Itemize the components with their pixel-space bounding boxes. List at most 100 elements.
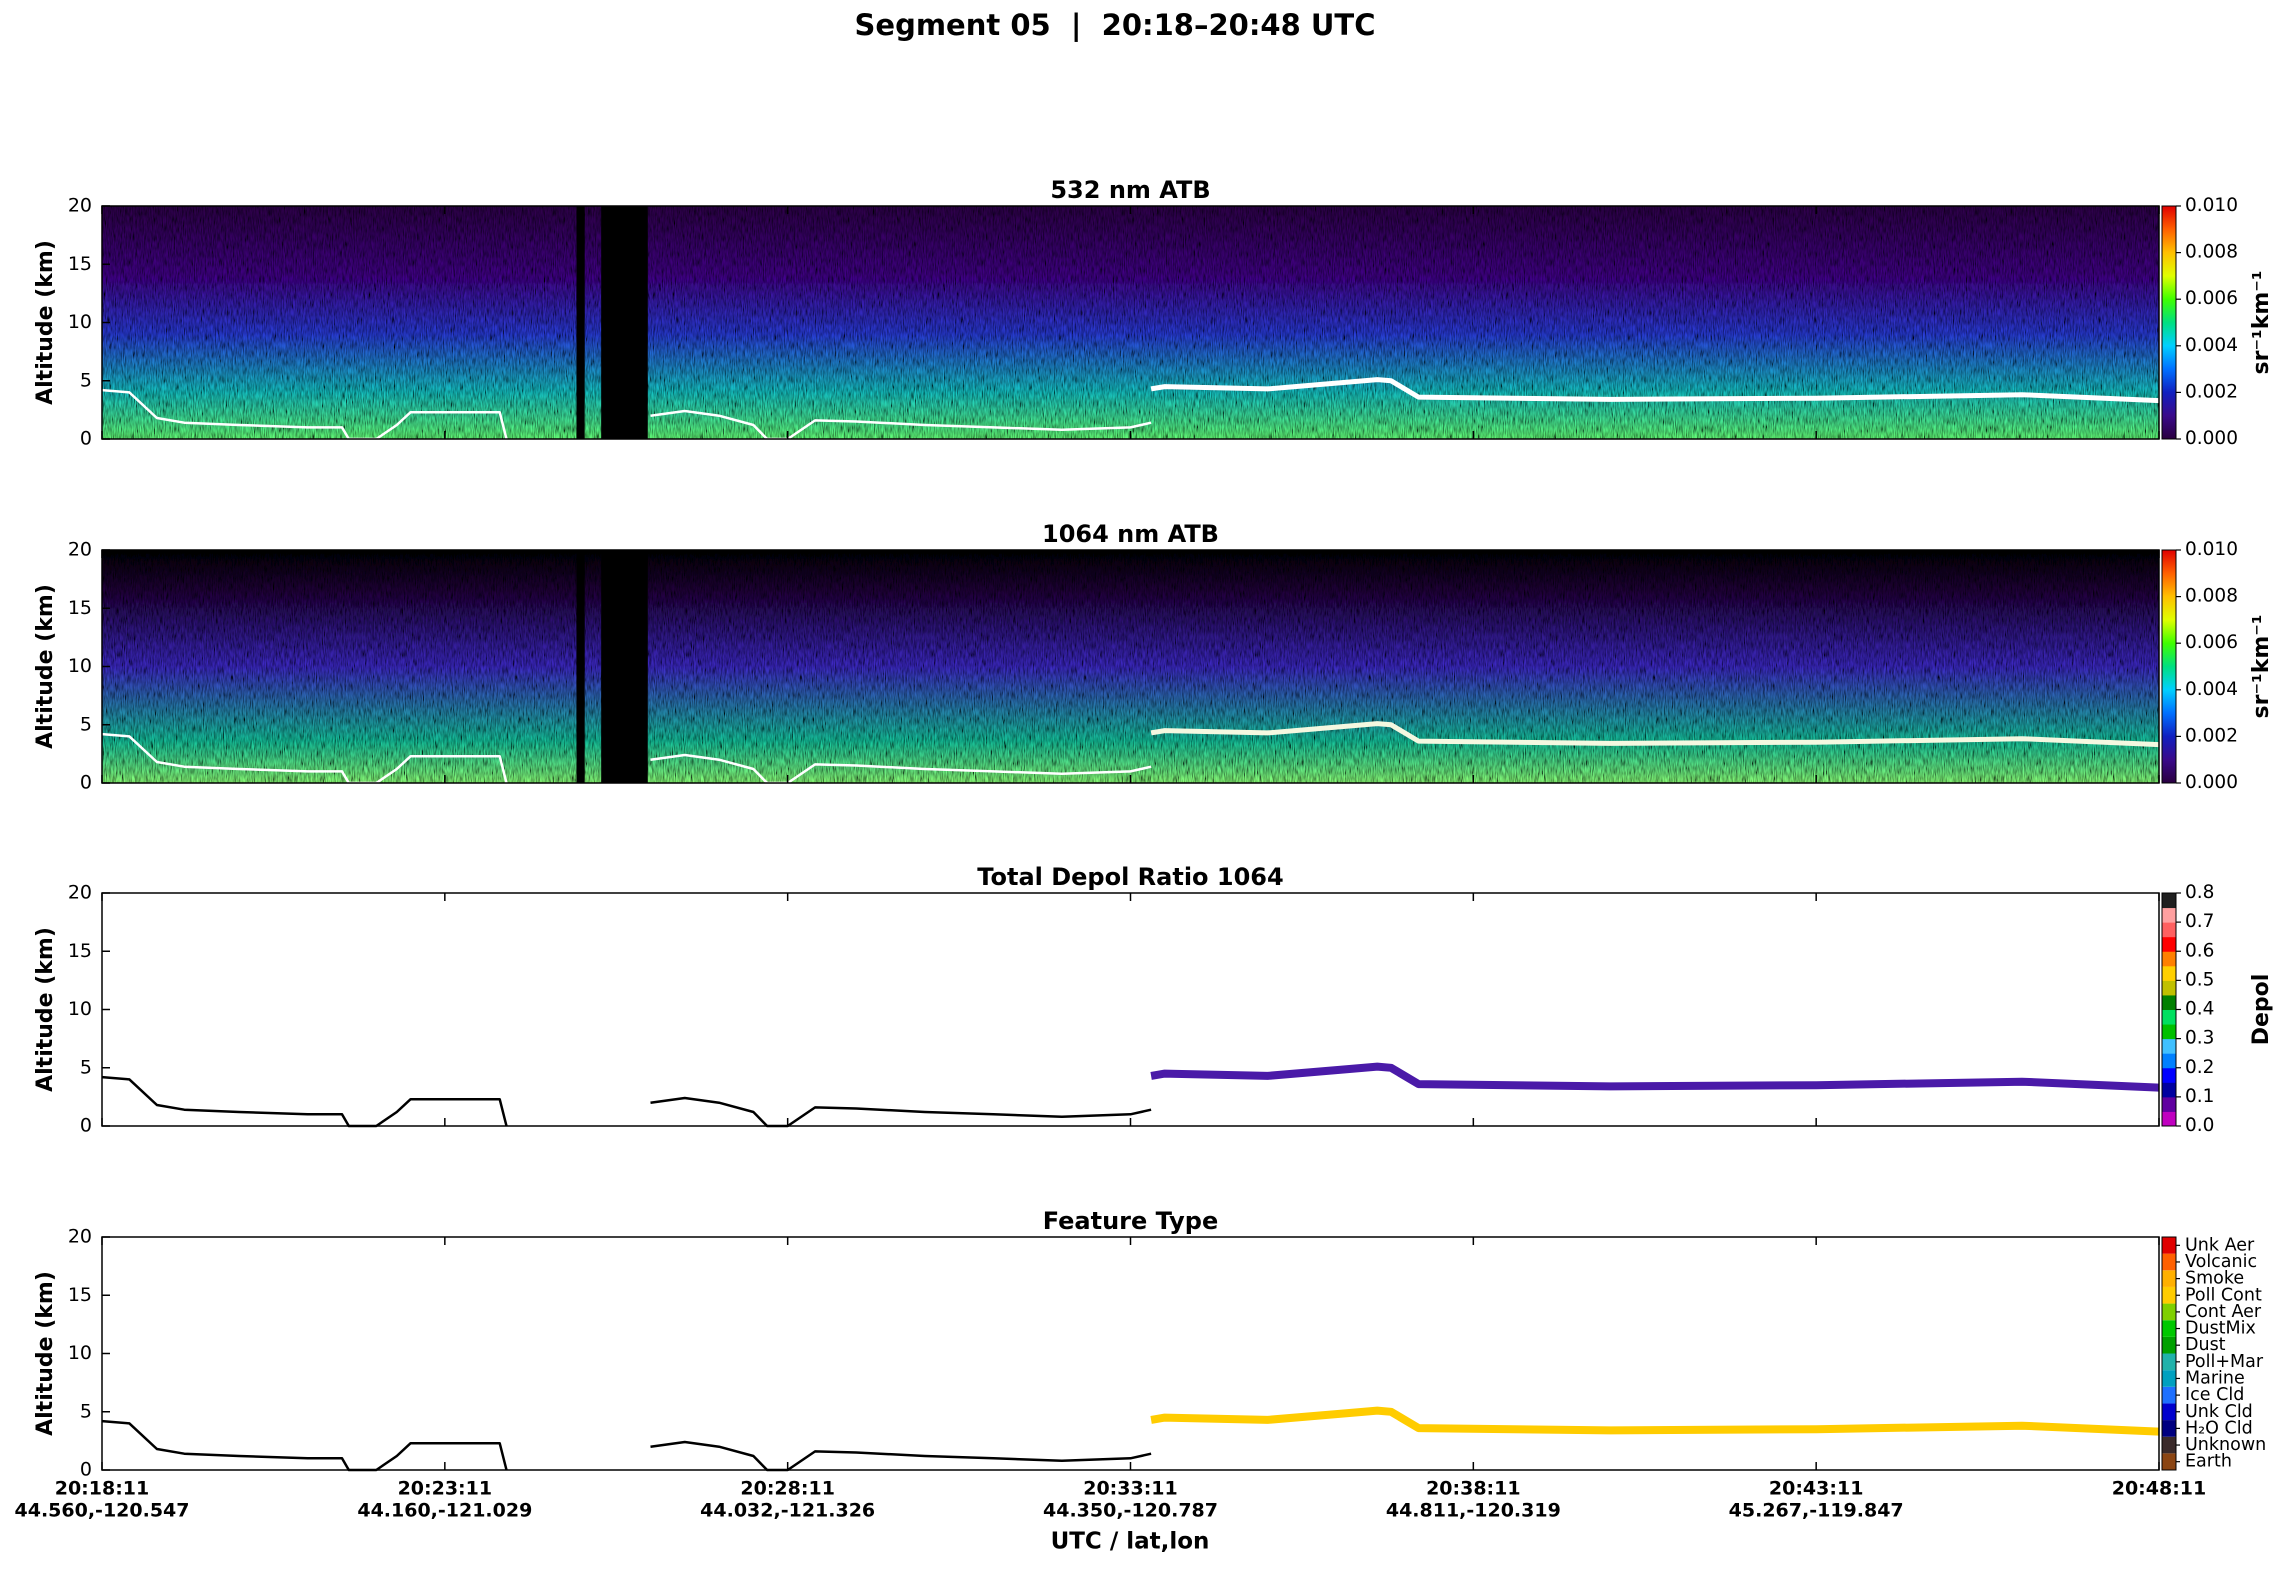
class-label: DustMix (2185, 1319, 2256, 1339)
colorbar-bin (2162, 922, 2176, 938)
class-label: Unknown (2185, 1435, 2266, 1455)
colorbar-tick-label: 0.3 (2185, 1028, 2214, 1049)
colorbar-tick-label: 0.2 (2185, 1057, 2214, 1078)
y-tick-label: 20 (68, 1226, 92, 1248)
y-tick-label: 10 (68, 1342, 92, 1364)
x-tick-label: 20:33:11 (1083, 1478, 1178, 1500)
y-tick-label: 5 (80, 713, 92, 735)
colorbar-bin (2162, 1053, 2176, 1069)
surface-line (101, 1419, 1152, 1472)
colorbar-label: Depol (2249, 974, 2274, 1046)
panel-title: 1064 nm ATB (1042, 520, 1219, 548)
y-axis-label: Altitude (km) (33, 1271, 58, 1436)
x-tick-latlon: 44.160,-121.029 (357, 1500, 532, 1522)
y-tick-label: 15 (68, 597, 92, 619)
y-tick-label: 10 (68, 655, 92, 677)
class-swatch (2162, 1353, 2176, 1371)
colorbar-tick-label: 0.004 (2185, 679, 2238, 700)
colorbar-frame (2161, 892, 2177, 1127)
colorbar-frame (2161, 1236, 2177, 1471)
class-swatch (2162, 1420, 2176, 1437)
class-swatch (2162, 1270, 2176, 1287)
class-swatch (2162, 1253, 2176, 1271)
panel-title: Total Depol Ratio 1064 (977, 863, 1283, 891)
surface-line (101, 1075, 1152, 1128)
x-tick-label: 20:48:11 (2112, 1478, 2207, 1500)
colorbar-bin (2162, 907, 2176, 923)
colorbar-bin (2162, 1111, 2176, 1127)
colorbar-tick-label: 0.010 (2185, 195, 2238, 216)
colorbar (2162, 206, 2176, 439)
class-swatch (2162, 1436, 2176, 1454)
plot-background (102, 893, 2159, 1126)
y-tick-label: 0 (80, 1459, 92, 1481)
panel-title: 532 nm ATB (1050, 176, 1210, 204)
class-label: Earth (2185, 1452, 2232, 1472)
y-axis-label: Altitude (km) (33, 927, 58, 1092)
class-swatch (2162, 1336, 2176, 1354)
class-swatch (2162, 1320, 2176, 1337)
x-tick-latlon: 44.032,-121.326 (700, 1500, 875, 1522)
no-data-gap (576, 550, 585, 783)
colorbar-tick-label: 0.5 (2185, 969, 2214, 990)
y-tick-label: 15 (68, 940, 92, 962)
colorbar-frame (2161, 549, 2177, 784)
colorbar-tick-label: 0.008 (2185, 586, 2238, 607)
y-tick-label: 0 (80, 1115, 92, 1137)
colorbar-label: sr⁻¹km⁻¹ (2249, 271, 2274, 375)
y-tick-label: 5 (80, 1400, 92, 1422)
y-tick-label: 20 (68, 195, 92, 217)
colorbar-bin (2162, 1024, 2176, 1040)
class-label: Ice Cld (2185, 1385, 2244, 1405)
colorbar-label: sr⁻¹km⁻¹ (2249, 615, 2274, 719)
y-tick-label: 15 (68, 253, 92, 275)
class-swatch (2162, 1403, 2176, 1421)
y-tick-label: 15 (68, 1284, 92, 1306)
class-swatch (2162, 1453, 2176, 1470)
colorbar-tick-label: 0.004 (2185, 335, 2238, 356)
layer-line (1150, 1062, 2160, 1092)
y-tick-label: 20 (68, 539, 92, 561)
x-tick-label: 20:38:11 (1426, 1478, 1521, 1500)
class-label: Dust (2185, 1335, 2226, 1355)
colorbar-tick-label: 0.006 (2185, 288, 2238, 309)
colorbar-tick-label: 0.000 (2185, 772, 2238, 793)
class-swatch (2162, 1286, 2176, 1304)
layer-line (1150, 377, 2160, 404)
class-swatch (2162, 1303, 2176, 1321)
class-label: Unk Aer (2185, 1235, 2255, 1255)
colorbar-tick-label: 0.000 (2185, 428, 2238, 449)
y-axis-label: Altitude (km) (33, 240, 58, 405)
colorbar-tick-label: 0.8 (2185, 882, 2214, 903)
colorbar-bin (2162, 951, 2176, 967)
colorbar-bin (2162, 994, 2176, 1010)
y-tick-label: 0 (80, 772, 92, 794)
no-data-gap (576, 206, 585, 439)
colorbar-tick-label: 0.002 (2185, 381, 2238, 402)
colorbar-bin (2162, 1096, 2176, 1112)
x-tick-latlon: 44.811,-120.319 (1386, 1500, 1561, 1522)
colorbar-tick-label: 0.1 (2185, 1086, 2214, 1107)
surface-line (101, 388, 1152, 441)
x-tick-label: 20:23:11 (398, 1478, 493, 1500)
layer-line (1150, 721, 2160, 748)
colorbar-tick-label: 0.0 (2185, 1115, 2214, 1136)
class-label: Smoke (2185, 1269, 2244, 1289)
class-label: Poll Cont (2185, 1285, 2262, 1305)
y-tick-label: 20 (68, 882, 92, 904)
colorbar (2162, 550, 2176, 783)
no-data-gap (601, 550, 648, 783)
colorbar-tick-label: 0.006 (2185, 632, 2238, 653)
colorbar-tick-label: 0.010 (2185, 539, 2238, 560)
class-label: Poll+Mar (2185, 1352, 2264, 1372)
colorbar-bin (2162, 1082, 2176, 1098)
class-label: Volcanic (2185, 1252, 2257, 1272)
class-swatch (2162, 1370, 2176, 1387)
y-tick-label: 5 (80, 369, 92, 391)
colorbar-tick-label: 0.6 (2185, 940, 2214, 961)
class-swatch (2162, 1237, 2176, 1254)
backscatter-field (102, 206, 2159, 439)
colorbar-tick-label: 0.008 (2185, 242, 2238, 263)
